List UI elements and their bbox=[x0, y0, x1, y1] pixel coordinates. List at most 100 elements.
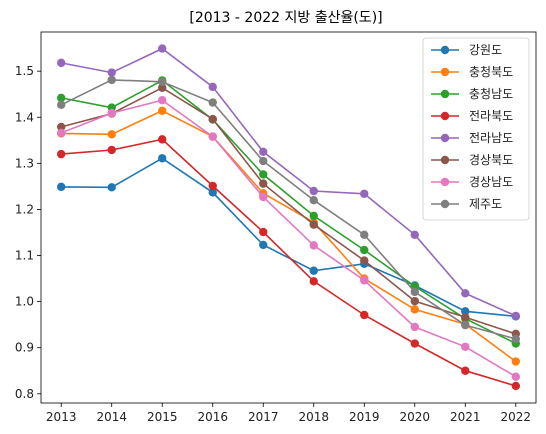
data-point bbox=[57, 128, 66, 138]
series-line bbox=[61, 79, 517, 345]
legend-marker bbox=[440, 45, 450, 55]
series-8 bbox=[57, 75, 520, 344]
data-point bbox=[259, 240, 268, 250]
data-point bbox=[208, 188, 217, 197]
x-tick-label: 2015 bbox=[147, 410, 178, 424]
data-point bbox=[511, 334, 520, 344]
data-point bbox=[410, 287, 419, 297]
data-point bbox=[208, 82, 217, 92]
data-point bbox=[57, 182, 66, 192]
x-tick-label: 2013 bbox=[46, 410, 77, 424]
data-point bbox=[360, 310, 369, 320]
data-point bbox=[461, 320, 470, 330]
legend-label: 전라북도 bbox=[469, 109, 513, 123]
data-point bbox=[57, 58, 66, 68]
data-point bbox=[309, 196, 318, 205]
legend-marker bbox=[440, 155, 450, 165]
data-point bbox=[158, 77, 167, 86]
data-point bbox=[158, 106, 167, 116]
data-point bbox=[107, 183, 116, 192]
data-point bbox=[57, 122, 66, 132]
data-point bbox=[57, 100, 66, 110]
data-point bbox=[208, 132, 217, 141]
legend-label: 경상남도 bbox=[469, 175, 513, 189]
data-point bbox=[461, 342, 470, 351]
legend-marker bbox=[440, 67, 450, 77]
data-point bbox=[259, 170, 268, 179]
legend-label: 제주도 bbox=[469, 197, 502, 211]
data-point bbox=[410, 305, 419, 314]
y-tick-label: 1.4 bbox=[15, 110, 34, 124]
series-layer bbox=[57, 44, 520, 391]
legend-entry: 경상북도 bbox=[431, 153, 513, 167]
data-point bbox=[410, 322, 419, 332]
data-point bbox=[511, 372, 520, 381]
x-tick-label: 2021 bbox=[450, 410, 481, 424]
x-tick-label: 2022 bbox=[501, 410, 532, 424]
data-point bbox=[259, 192, 268, 202]
data-point bbox=[158, 96, 167, 105]
series-5 bbox=[57, 44, 520, 321]
data-point bbox=[360, 256, 369, 265]
data-point bbox=[309, 220, 318, 229]
y-tick-label: 0.8 bbox=[15, 387, 34, 401]
series-4 bbox=[57, 135, 520, 391]
legend-marker bbox=[440, 133, 450, 143]
chart-title: [2013 - 2022 지방 출산율(도)] bbox=[189, 10, 382, 26]
x-tick-label: 2014 bbox=[96, 410, 127, 424]
legend-entry: 강원도 bbox=[431, 43, 502, 57]
data-point bbox=[511, 381, 520, 391]
y-tick-label: 1.2 bbox=[15, 202, 34, 216]
legend-label: 강원도 bbox=[469, 43, 502, 57]
data-point bbox=[360, 189, 369, 198]
legend-entry: 제주도 bbox=[431, 197, 502, 211]
data-point bbox=[158, 135, 167, 144]
data-point bbox=[360, 276, 369, 285]
data-point bbox=[208, 181, 217, 191]
legend-marker bbox=[440, 89, 450, 99]
data-point bbox=[208, 98, 217, 107]
data-point bbox=[511, 311, 520, 321]
legend-label: 전라남도 bbox=[469, 131, 513, 145]
legend-entry: 전라남도 bbox=[431, 131, 513, 145]
x-tick-label: 2019 bbox=[349, 410, 380, 424]
data-point bbox=[360, 230, 369, 239]
x-tick-label: 2016 bbox=[197, 410, 228, 424]
y-tick-label: 1.5 bbox=[15, 64, 34, 78]
data-point bbox=[259, 227, 268, 237]
data-point bbox=[158, 83, 167, 92]
plot-frame bbox=[40, 31, 537, 404]
data-point bbox=[461, 307, 470, 316]
series-7 bbox=[57, 96, 520, 381]
legend-label: 경상북도 bbox=[469, 153, 513, 167]
series-line bbox=[60, 79, 517, 340]
legend-entry: 충청남도 bbox=[431, 87, 513, 101]
data-point bbox=[461, 313, 470, 322]
legend-entry: 전라북도 bbox=[431, 109, 513, 123]
data-point bbox=[309, 186, 318, 196]
data-point bbox=[57, 93, 66, 103]
data-point bbox=[309, 241, 318, 250]
legend-frame bbox=[422, 37, 530, 221]
series-line bbox=[61, 138, 517, 387]
data-point bbox=[309, 277, 318, 286]
legend-label: 충청북도 bbox=[469, 65, 513, 79]
x-tick-label: 2018 bbox=[298, 410, 329, 424]
x-tick-label: 2020 bbox=[400, 410, 431, 424]
data-point bbox=[259, 156, 268, 166]
data-point bbox=[360, 245, 369, 255]
series-line bbox=[61, 157, 516, 318]
series-line bbox=[60, 99, 517, 378]
data-point bbox=[410, 230, 419, 239]
legend-marker bbox=[440, 111, 450, 121]
y-tick-label: 1.3 bbox=[15, 156, 34, 170]
data-point bbox=[511, 357, 520, 366]
data-point bbox=[309, 266, 318, 275]
legend-entry: 경상남도 bbox=[431, 175, 513, 189]
data-point bbox=[107, 108, 116, 118]
data-point bbox=[259, 179, 268, 188]
data-point bbox=[158, 154, 167, 163]
legend-label: 충청남도 bbox=[469, 87, 513, 101]
